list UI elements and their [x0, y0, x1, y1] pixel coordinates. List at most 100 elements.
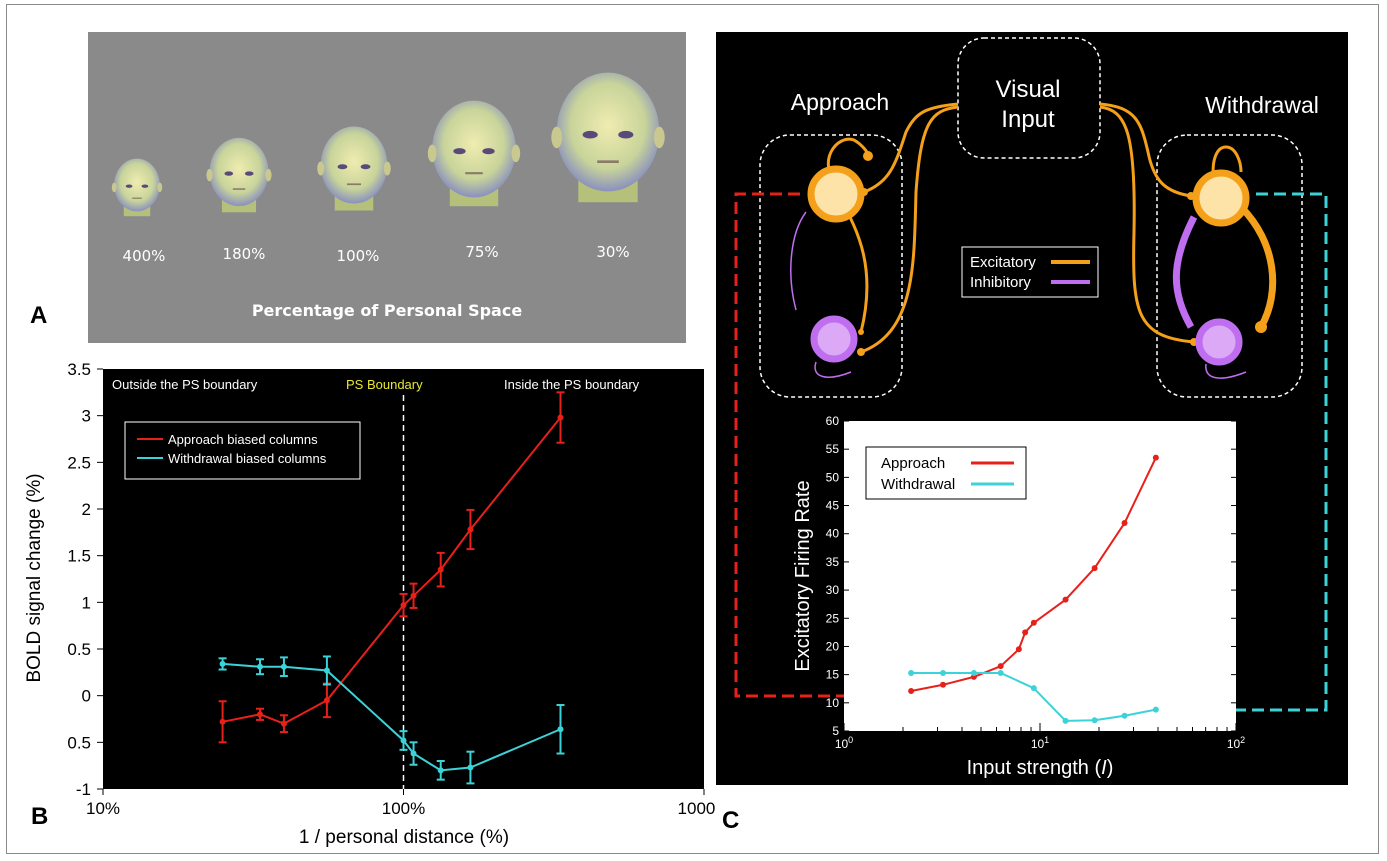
data-point	[410, 750, 417, 757]
face-left-ear	[551, 126, 563, 149]
inset-data-point	[997, 663, 1004, 670]
face-left-ear	[206, 168, 213, 182]
excitatory-input-lines	[826, 102, 1277, 354]
region-label-outside: Outside the PS boundary	[112, 377, 258, 392]
face-right-eye	[244, 171, 254, 176]
data-point	[410, 592, 417, 599]
inset-data-point	[1152, 706, 1159, 713]
x-tick-label-b: 10%	[86, 799, 120, 818]
inset-legend-approach: Approach	[881, 455, 945, 472]
inset-y-tick-label: 30	[826, 583, 840, 597]
inset-data-point	[997, 669, 1004, 676]
panel-a-faces: 400% 180% 100% 75% 30% Percentage of Per…	[88, 32, 686, 343]
panel-a-caption: Percentage of Personal Space	[251, 301, 523, 320]
face-2	[317, 126, 391, 211]
region-label-boundary: PS Boundary	[346, 377, 423, 392]
face-head	[556, 72, 660, 192]
inset-y-tick-label: 60	[826, 414, 840, 428]
x-axis-label-b: 1 / personal distance (%)	[299, 827, 509, 848]
inset-legend	[865, 446, 1027, 500]
visual-input-box	[957, 37, 1101, 159]
data-point	[557, 726, 564, 733]
inset-y-tick-label: 35	[826, 555, 840, 569]
withdrawal-inhibitory-neuron	[1195, 318, 1243, 366]
inset-data-point	[1091, 717, 1098, 724]
data-point	[437, 767, 444, 774]
y-tick-label-b: 3.5	[67, 360, 91, 379]
approach-excitatory-neuron	[807, 165, 865, 223]
face-label-100: 100%	[336, 247, 380, 265]
face-left-eye	[125, 184, 133, 188]
withdrawal-excitatory-neuron	[1192, 169, 1250, 227]
figure-frame	[6, 4, 1379, 854]
inset-data-point	[1015, 646, 1022, 653]
inset-y-tick-label: 45	[826, 499, 840, 513]
face-left-eye	[582, 130, 598, 139]
inset-data-point	[1121, 712, 1128, 719]
inset-data-point	[940, 681, 947, 688]
face-head	[209, 137, 269, 207]
panel-label-b: B	[31, 803, 49, 830]
inhibitory-lines	[790, 211, 1247, 379]
panel-label-a: A	[30, 302, 48, 329]
y-tick-label-b: 0.5	[67, 733, 91, 752]
y-tick-label-b: 1.5	[67, 547, 91, 566]
y-tick-label-b: 2.5	[67, 453, 91, 472]
data-point	[219, 660, 226, 667]
data-point	[437, 566, 444, 573]
face-left-eye	[224, 171, 234, 176]
face-label-180: 180%	[222, 245, 266, 263]
face-right-ear	[383, 161, 391, 176]
data-point	[467, 764, 474, 771]
y-tick-label-b: 0	[82, 687, 91, 706]
face-left-eye	[337, 164, 348, 170]
inset-data-point	[908, 669, 915, 676]
face-left-ear	[427, 144, 437, 163]
data-point	[467, 526, 474, 533]
inset-data-point	[970, 669, 977, 676]
y-tick-label-b: 0.5	[67, 640, 91, 659]
withdrawal-arrow	[1206, 192, 1328, 712]
legend-inhibitory-label: Inhibitory	[970, 274, 1031, 291]
approach-arrow	[734, 192, 876, 698]
inset-x-tick-label: 100	[835, 735, 853, 751]
face-head	[320, 126, 388, 204]
panel-c-diagram: Visual Input Approach Withdrawal	[734, 37, 1328, 779]
inset-y-tick-label: 50	[826, 470, 840, 484]
synapse-dot	[863, 151, 873, 161]
data-point	[280, 720, 287, 727]
inset-legend-withdrawal: Withdrawal	[881, 476, 955, 493]
face-right-ear	[511, 144, 521, 163]
inset-y-tick-label: 25	[826, 611, 840, 625]
x-tick-label-b: 100%	[382, 799, 425, 818]
data-point	[323, 697, 330, 704]
data-point	[400, 737, 407, 744]
faces-illustration	[111, 72, 665, 217]
face-label-400: 400%	[122, 247, 166, 265]
y-tick-label-b: 3	[82, 407, 91, 426]
data-point	[280, 663, 287, 670]
approach-inhibitory-neuron	[810, 315, 858, 363]
face-4	[551, 72, 665, 203]
panel-label-c: C	[722, 807, 740, 834]
face-right-eye	[618, 130, 634, 139]
face-right-eye	[360, 164, 371, 170]
y-axis-label-b: BOLD signal change (%)	[24, 473, 45, 682]
face-left-eye	[453, 148, 466, 155]
visual-input-line2: Input	[1001, 106, 1055, 133]
inset-data-point	[1030, 685, 1037, 692]
face-label-75: 75%	[465, 243, 499, 261]
inset-y-tick-label: 15	[826, 668, 840, 682]
face-head	[432, 100, 516, 198]
inset-data-point	[1091, 565, 1098, 572]
face-right-eye	[482, 148, 495, 155]
inset-x-axis-label: Input strength (I)	[967, 757, 1114, 779]
panel-b-chart: 3.5 3 2.5 2 1.5 1 0.5 0 0.5 -110% 100% 1000% Outsid…	[24, 360, 716, 848]
legend-approach-label: Approach biased columns	[168, 432, 318, 447]
x-tick-label-b: 1000%	[678, 799, 716, 818]
withdrawal-title: Withdrawal	[1205, 92, 1319, 118]
face-left-ear	[111, 182, 117, 193]
y-tick-label-b: 1	[82, 593, 91, 612]
withdrawal-box	[1156, 134, 1303, 398]
face-right-ear	[653, 126, 665, 149]
